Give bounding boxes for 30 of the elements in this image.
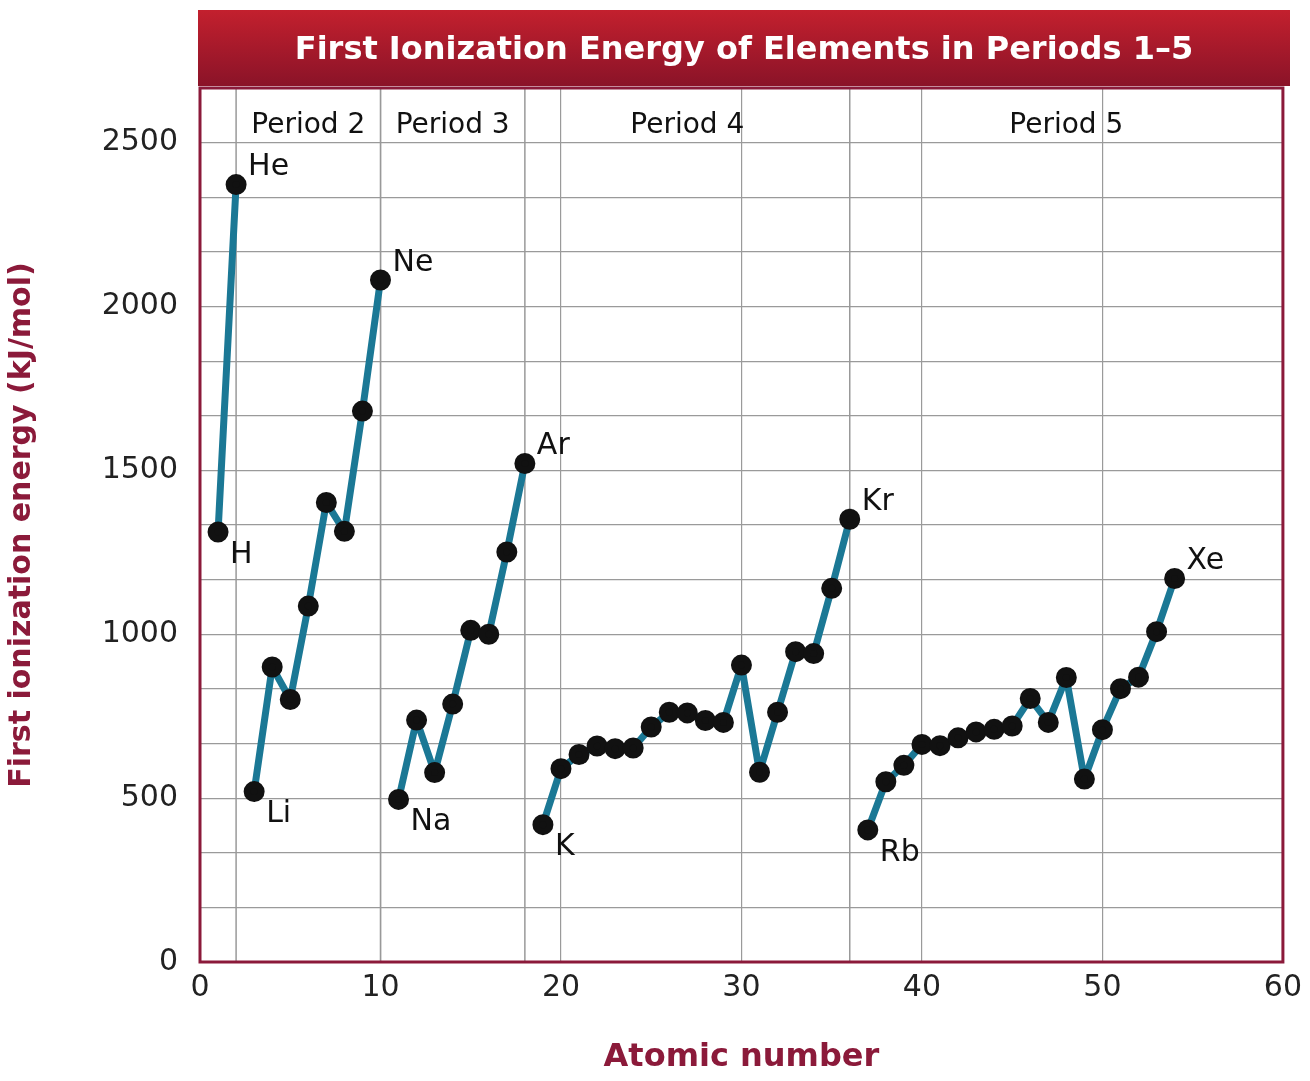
annotation: Period 4	[630, 107, 745, 141]
annotation: Ar	[536, 426, 571, 462]
annotation: Ne	[392, 242, 434, 278]
annotation: H	[230, 534, 253, 570]
x-tick-label: 30	[722, 967, 761, 1003]
y-tick-label: 500	[120, 777, 178, 813]
annotation: K	[554, 827, 576, 863]
x-axis-title: Atomic number	[603, 1036, 880, 1075]
x-tick-label: 0	[190, 967, 210, 1003]
annotation: He	[248, 147, 290, 183]
x-tick-label: 50	[1083, 967, 1122, 1003]
annotation: Xe	[1186, 541, 1225, 577]
annotation: Rb	[879, 832, 920, 868]
annotation: Li	[266, 794, 292, 830]
x-tick-label: 60	[1263, 967, 1303, 1003]
x-tick-label: 20	[541, 967, 581, 1003]
y-tick-label: 1000	[101, 614, 178, 650]
annotation: Period 2	[251, 107, 366, 141]
y-tick-label: 1500	[101, 450, 178, 486]
y-tick-label: 2000	[101, 286, 178, 322]
annotation: Period 5	[1009, 107, 1124, 141]
y-tick-label: 2500	[101, 122, 178, 158]
annotation: Period 3	[395, 107, 510, 141]
annotation: Na	[410, 802, 452, 838]
x-tick-label: 10	[361, 967, 400, 1003]
annotation: Kr	[861, 482, 895, 518]
y-tick-label: 0	[158, 941, 178, 977]
y-axis-title: First ionization energy (kJ/mol)	[1, 262, 37, 788]
chart-title: First Ionization Energy of Elements in Periods 1–5	[198, 10, 1290, 86]
x-tick-label: 40	[902, 967, 942, 1003]
